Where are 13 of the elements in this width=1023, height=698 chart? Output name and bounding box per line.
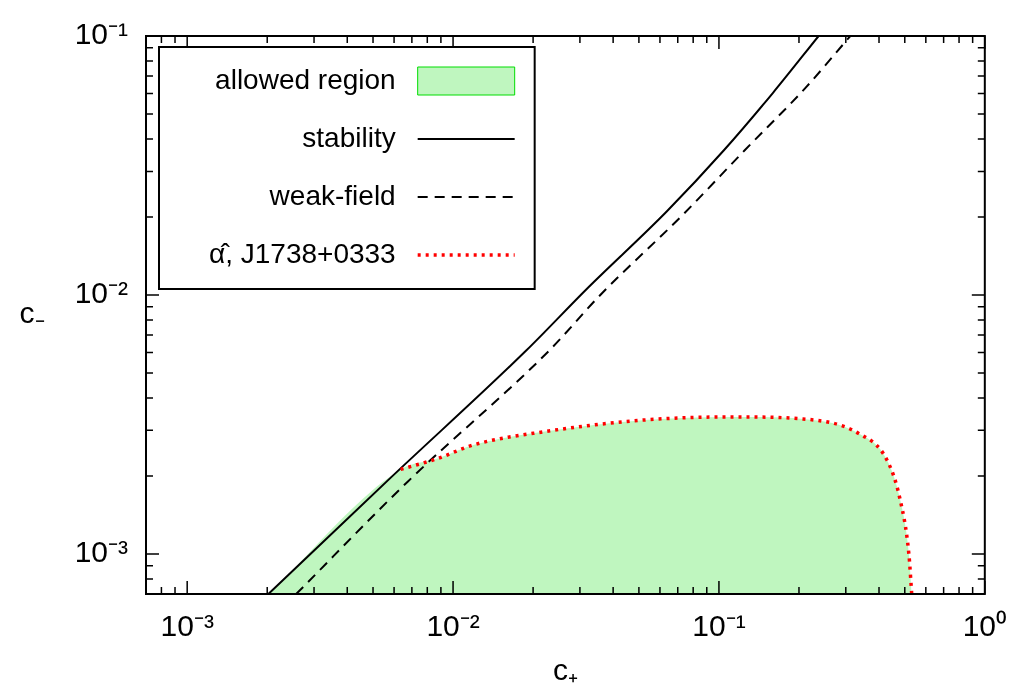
legend-label: α̂, J1738+0333	[208, 237, 396, 269]
y-tick-label: 10⁻¹	[74, 17, 129, 51]
y-tick-label: 10⁻³	[74, 535, 129, 569]
x-tick-label: 10⁻³	[160, 609, 214, 643]
y-axis-title: c₋	[19, 296, 45, 330]
x-axis-title: c₊	[552, 653, 578, 687]
y-tick-label: 10⁻²	[74, 276, 129, 310]
legend-label: stability	[302, 121, 396, 153]
legend-label: allowed region	[215, 63, 396, 95]
x-tick-label: 10⁻²	[426, 609, 480, 643]
legend-label: weak-field	[268, 179, 396, 211]
x-tick-label: 10⁻¹	[692, 609, 746, 643]
x-tick-label: 10⁰	[962, 609, 1007, 643]
